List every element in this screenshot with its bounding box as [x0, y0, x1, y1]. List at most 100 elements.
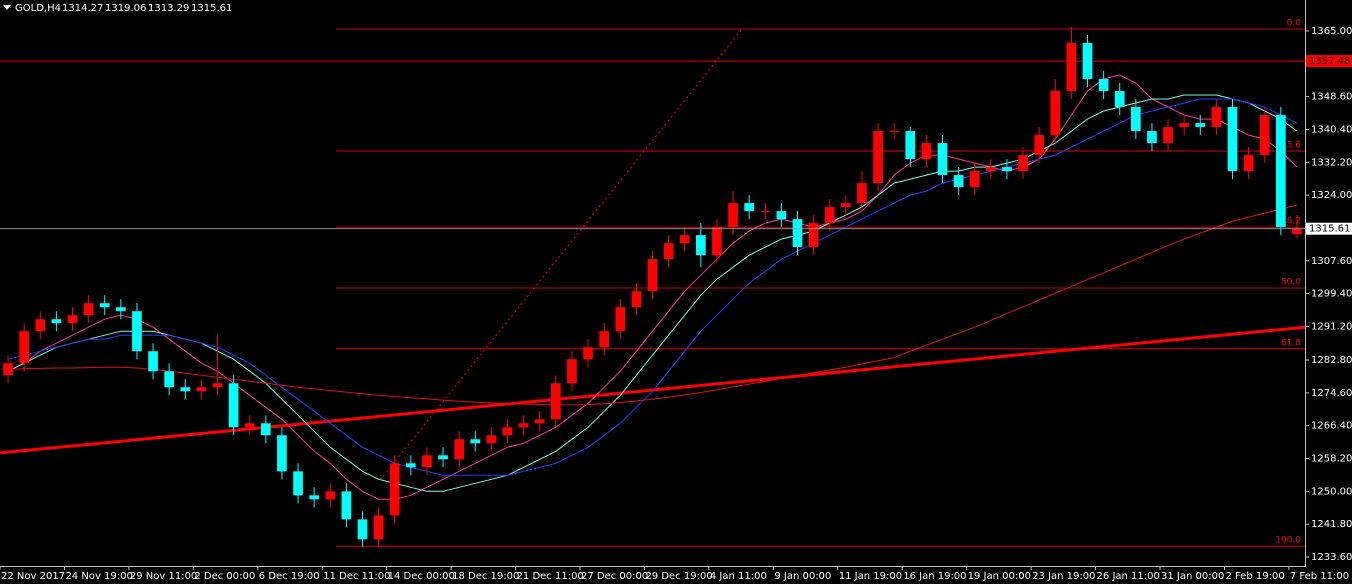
candle-body	[406, 463, 416, 468]
header-open: 1314.27	[62, 3, 103, 14]
candle-body	[180, 387, 191, 392]
candle-body	[663, 243, 674, 260]
hline-label: 1357.48	[1309, 56, 1350, 67]
x-tick-label: 4 Jan 11:00	[710, 571, 767, 582]
x-tick-label: 22 Nov 2017	[1, 571, 65, 582]
fib-label: 50.0	[1281, 277, 1301, 287]
candle-body	[51, 319, 62, 324]
candle-body	[1098, 79, 1109, 92]
candle-body	[35, 319, 46, 332]
candle-body	[164, 371, 174, 388]
candle-body	[389, 463, 400, 516]
x-tick-label: 9 Jan 00:00	[774, 571, 831, 582]
x-tick-label: 31 Jan 00:00	[1161, 571, 1224, 582]
candle-body	[760, 211, 771, 213]
candle-body	[293, 471, 303, 496]
y-tick-label: 1365.00	[1311, 26, 1352, 37]
candle-body	[1292, 228, 1302, 235]
candle-body	[83, 303, 94, 316]
candle-body	[841, 203, 851, 208]
y-tick-label: 1348.60	[1311, 92, 1352, 103]
x-tick-label: 18 Dec 19:00	[452, 571, 519, 582]
candle-body	[309, 495, 319, 500]
x-tick-label: 14 Dec 00:00	[388, 571, 455, 582]
candle-body	[1276, 115, 1286, 228]
header-high: 1319.06	[105, 3, 146, 14]
candle-body	[1114, 91, 1125, 108]
candle-body	[325, 491, 336, 500]
x-tick-label: 16 Jan 19:00	[903, 571, 966, 582]
candle-body	[454, 439, 464, 460]
x-tick-label: 19 Jan 00:00	[968, 571, 1031, 582]
candle-body	[776, 211, 787, 220]
y-tick-label: 1241.80	[1311, 519, 1352, 530]
header-close: 1315.61	[191, 3, 232, 14]
candle-body	[1050, 91, 1061, 136]
candle-body	[1259, 115, 1270, 156]
fib-label: 38.2	[1281, 217, 1301, 227]
x-tick-label: 11 Jan 19:00	[839, 571, 902, 582]
candle-body	[1002, 167, 1012, 172]
moving-average	[8, 204, 1298, 406]
y-tick-label: 1332.20	[1311, 157, 1352, 168]
candle-body	[824, 207, 835, 224]
candle-body	[969, 171, 980, 188]
candle-body	[1243, 155, 1254, 172]
y-tick-label: 1266.40	[1311, 421, 1352, 432]
candle-body	[647, 259, 658, 292]
candle-body	[937, 143, 948, 176]
last-price-label-bg	[1306, 222, 1352, 235]
x-tick-label: 23 Jan 19:00	[1032, 571, 1095, 582]
candle-body	[921, 143, 932, 160]
menu-triangle[interactable]	[3, 5, 11, 10]
candle-body	[744, 203, 754, 212]
moving-average	[7, 94, 1298, 492]
candle-body	[551, 383, 561, 420]
x-tick-label: 2 Dec 00:00	[194, 571, 255, 582]
candle-body	[438, 455, 448, 460]
candle-body	[728, 203, 738, 228]
candle-body	[3, 363, 13, 376]
fib-label: 100.0	[1275, 536, 1301, 546]
candle-body	[1034, 135, 1044, 156]
candle-body	[341, 491, 352, 520]
x-tick-label: 7 Feb 11:00	[1290, 571, 1349, 582]
candle-body	[518, 423, 529, 428]
x-tick-label: 11 Dec 11:00	[323, 571, 390, 582]
candle-body	[67, 315, 78, 324]
candle-body	[696, 235, 706, 256]
candle-body	[631, 291, 642, 308]
hline-label-bg	[1306, 55, 1352, 68]
candle-body	[1082, 42, 1093, 80]
y-tick-label: 1307.60	[1311, 256, 1352, 267]
candle-body	[19, 331, 29, 364]
candle-body	[905, 131, 916, 160]
candle-body	[1179, 123, 1189, 128]
candle-body	[486, 435, 497, 444]
candle-body	[583, 347, 593, 360]
candle-body	[1066, 42, 1077, 92]
fib-label: 61.8	[1281, 338, 1301, 348]
candle-body	[615, 307, 626, 332]
x-tick-label: 29 Dec 19:00	[645, 571, 712, 582]
candle-body	[357, 519, 368, 540]
candle-body	[422, 455, 432, 468]
candle-body	[986, 167, 996, 172]
x-tick-label: 6 Dec 19:00	[259, 571, 320, 582]
trendline	[0, 325, 1306, 455]
candle-body	[1195, 123, 1206, 128]
candle-body	[1018, 155, 1028, 172]
x-tick-label: 27 Dec 00:00	[581, 571, 648, 582]
y-tick-label: 1233.60	[1311, 552, 1352, 563]
y-tick-label: 1258.20	[1311, 454, 1352, 465]
candle-body	[857, 183, 867, 204]
candle-body	[212, 383, 223, 388]
candle-body	[261, 423, 271, 436]
candle-body	[712, 227, 722, 256]
candle-body	[228, 383, 239, 428]
candle-body	[953, 175, 964, 188]
candle-body	[99, 303, 110, 308]
